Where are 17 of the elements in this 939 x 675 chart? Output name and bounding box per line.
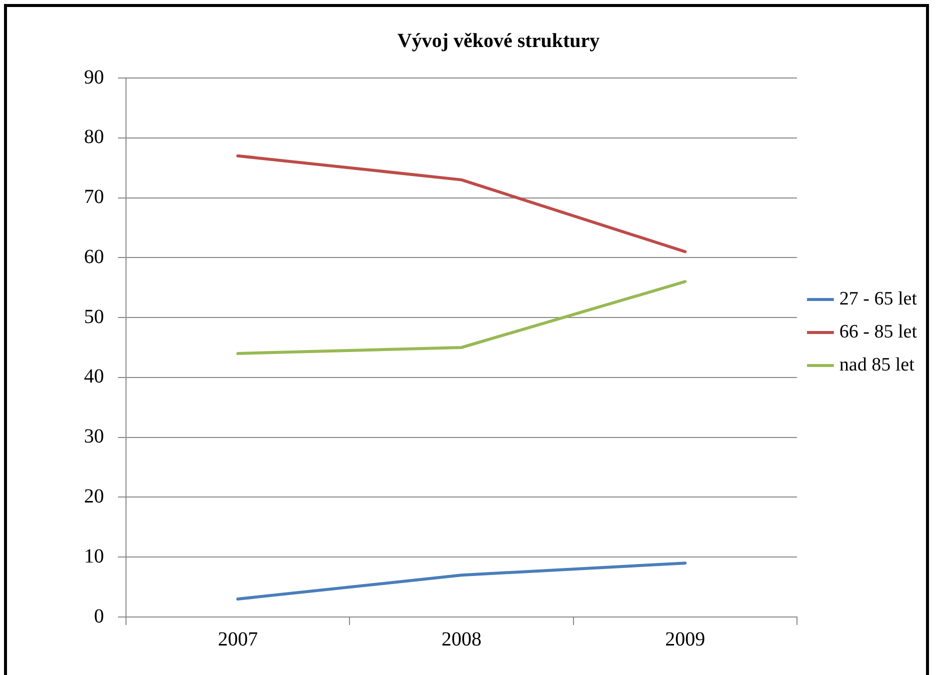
y-tick-label: 60 [84,246,104,268]
y-tick-label: 10 [84,545,104,568]
y-tick-label: 50 [84,306,104,328]
y-tick-label: 0 [94,605,104,628]
x-tick-label: 2009 [665,628,706,650]
y-tick-label: 70 [84,186,104,208]
legend-label: nad 85 let [839,354,916,376]
legend-label: 66 - 85 let [839,321,918,342]
y-tick-label: 80 [84,126,104,148]
y-tick-label: 40 [84,366,104,388]
y-tick-label: 20 [84,485,104,508]
x-tick-label: 2007 [218,628,258,650]
legend-label: 27 - 65 let [839,288,918,310]
chart-title: Vývoj věkové struktury [397,30,600,52]
y-tick-label: 90 [84,66,104,88]
x-tick-label: 2008 [441,628,482,650]
y-tick-label: 30 [84,426,104,448]
